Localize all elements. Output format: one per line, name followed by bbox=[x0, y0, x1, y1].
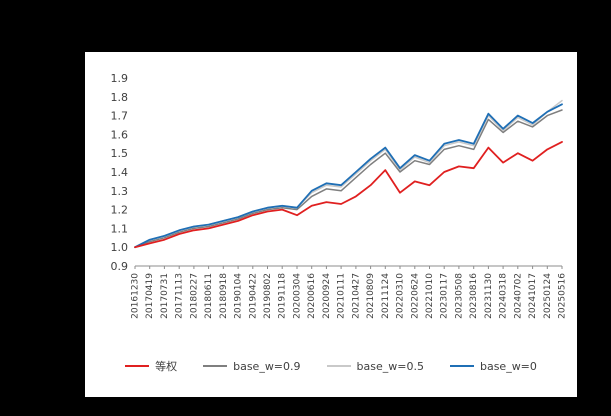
y-tick-label: 0.9 bbox=[111, 260, 129, 273]
legend-label: base_w=0.5 bbox=[356, 359, 424, 373]
x-tick-label: 20190104 bbox=[234, 273, 244, 319]
x-tick-label: 20200924 bbox=[322, 273, 332, 319]
chart-card: 0.9 1.0 1.1 1.2 1.3 1.4 1.5 1.6 1.7 1.8 1.9 2016123… bbox=[85, 52, 577, 397]
y-tick-label: 1.6 bbox=[111, 128, 129, 141]
x-tick-label: 20200304 bbox=[293, 273, 303, 319]
x-tick-label: 20210427 bbox=[351, 273, 361, 319]
series-line bbox=[134, 109, 563, 248]
series-line bbox=[134, 103, 563, 249]
y-tick-label: 1.0 bbox=[111, 241, 129, 254]
chart-legend: 等权 base_w=0.9 base_w=0.5 base_w=0 bbox=[85, 358, 577, 374]
x-tick-label: 20210809 bbox=[366, 273, 376, 319]
series-lines bbox=[134, 99, 563, 249]
x-tick-label: 20250124 bbox=[543, 273, 553, 319]
x-tick-label: 20180611 bbox=[204, 273, 214, 319]
legend-line-swatch bbox=[125, 365, 150, 367]
x-tick-label: 20180227 bbox=[189, 273, 199, 319]
y-tick-label: 1.7 bbox=[111, 110, 129, 123]
y-tick-label: 1.2 bbox=[111, 204, 129, 217]
legend-label: base_w=0.9 bbox=[233, 359, 301, 373]
x-tick-label: 20240318 bbox=[499, 273, 509, 319]
x-axis: 20161230 20170419 20170731 20171113 20180227… bbox=[131, 265, 568, 319]
legend-item: 等权 bbox=[125, 358, 177, 374]
x-tick-label: 20190802 bbox=[263, 273, 273, 319]
x-tick-label: 20200616 bbox=[307, 273, 317, 319]
x-tick-label: 20220310 bbox=[396, 273, 406, 319]
y-tick-label: 1.8 bbox=[111, 91, 129, 104]
x-tick-label: 20161230 bbox=[131, 273, 141, 319]
x-tick-label: 20190422 bbox=[248, 273, 258, 319]
x-tick-label: 20231130 bbox=[484, 273, 494, 319]
y-tick-label: 1.5 bbox=[111, 147, 129, 160]
x-tick-label: 20240702 bbox=[513, 273, 523, 319]
legend-label: base_w=0 bbox=[479, 359, 537, 373]
x-tick-label: 20230816 bbox=[469, 273, 479, 319]
x-tick-label: 20221010 bbox=[425, 273, 435, 319]
x-tick-label: 20250516 bbox=[558, 273, 568, 319]
y-tick-label: 1.4 bbox=[111, 166, 129, 179]
legend-line-swatch bbox=[203, 365, 228, 367]
legend-line-swatch bbox=[326, 365, 351, 367]
x-tick-label: 20210111 bbox=[337, 273, 347, 319]
x-tick-label: 20211124 bbox=[381, 273, 391, 319]
chart-svg: 0.9 1.0 1.1 1.2 1.3 1.4 1.5 1.6 1.7 1.8 1.9 2016123… bbox=[111, 72, 568, 319]
legend-item: base_w=0 bbox=[449, 359, 537, 373]
legend-line-swatch bbox=[449, 365, 474, 367]
x-tick-label: 20230508 bbox=[454, 273, 464, 319]
x-tick-label: 20170731 bbox=[160, 273, 170, 319]
legend-item: base_w=0.9 bbox=[203, 359, 301, 373]
x-tick-label: 20220624 bbox=[410, 273, 420, 319]
y-axis-labels: 0.9 1.0 1.1 1.2 1.3 1.4 1.5 1.6 1.7 1.8 1.9 bbox=[111, 72, 129, 273]
x-tick-label: 20170419 bbox=[145, 273, 155, 319]
legend-label: 等权 bbox=[155, 360, 178, 373]
x-tick-label: 20230117 bbox=[440, 273, 450, 319]
y-tick-label: 1.9 bbox=[111, 72, 129, 85]
x-tick-label: 20171113 bbox=[175, 273, 185, 319]
x-tick-label: 20191118 bbox=[278, 273, 288, 319]
series-line bbox=[134, 141, 563, 249]
y-tick-label: 1.3 bbox=[111, 185, 129, 198]
x-tick-label: 20241017 bbox=[528, 273, 538, 319]
x-tick-label: 20180918 bbox=[219, 273, 229, 319]
y-tick-label: 1.1 bbox=[111, 222, 129, 235]
legend-item: base_w=0.5 bbox=[326, 359, 424, 373]
